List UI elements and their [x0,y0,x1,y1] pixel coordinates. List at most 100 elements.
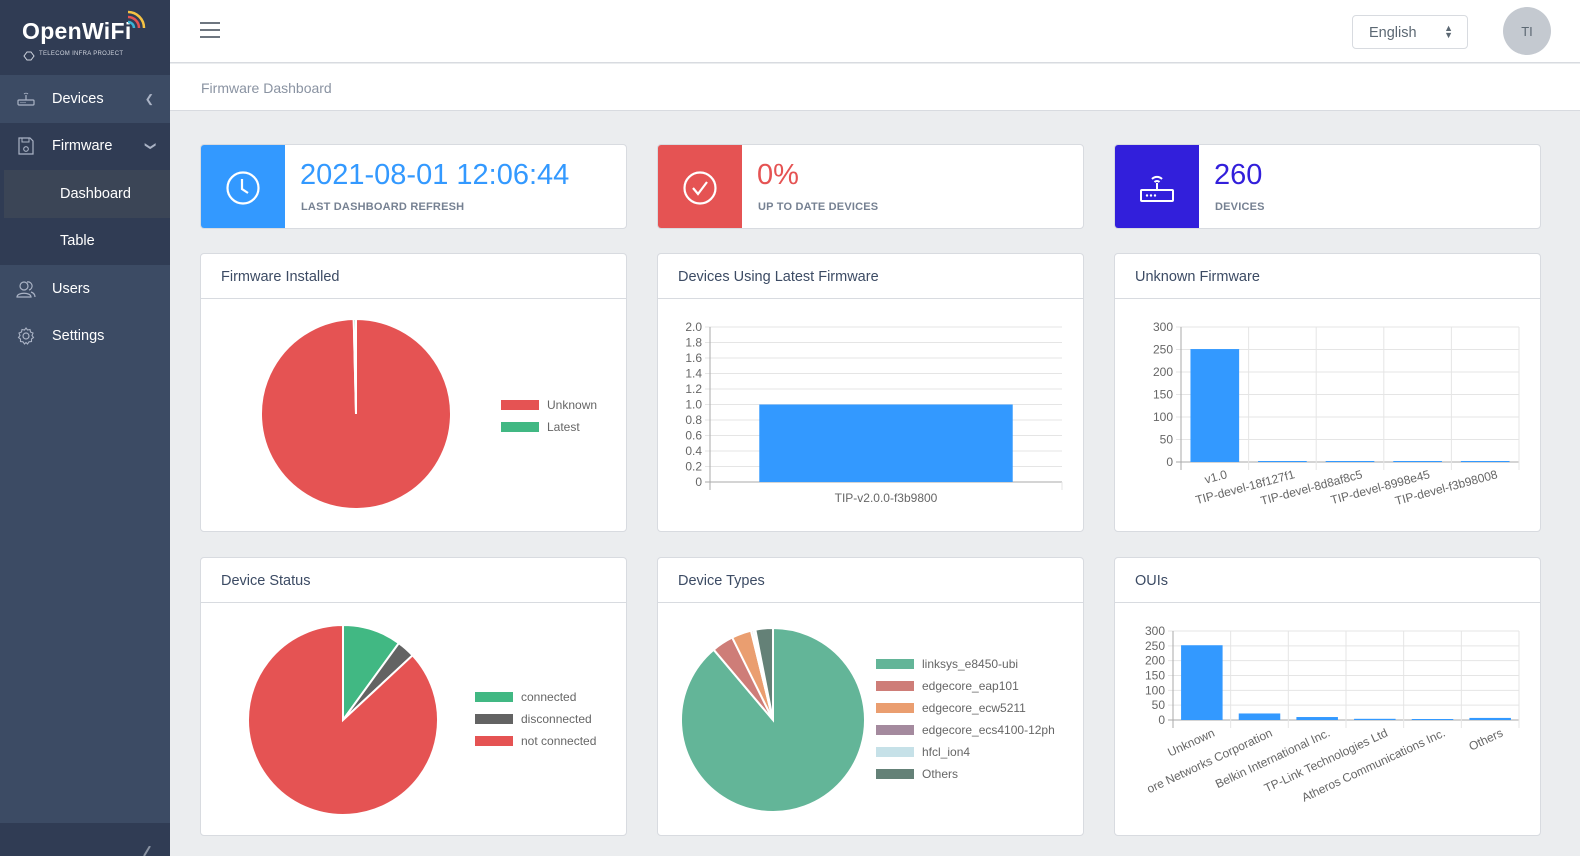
router-icon [1115,145,1199,228]
bar [1469,717,1511,720]
pie-chart [247,623,439,816]
legend-label: linksys_e8450-ubi [922,657,1019,671]
sidebar-item-dashboard[interactable]: Dashboard [4,170,170,218]
bar [1354,718,1396,720]
y-tick-label: 0 [1166,455,1173,469]
brand-tagline: TELECOM INFRA PROJECT [39,51,124,57]
menu-toggle-icon[interactable] [200,22,220,38]
bar [1393,461,1442,462]
legend-label: edgecore_ecw5211 [922,701,1026,715]
legend-item[interactable]: not connected [475,730,596,752]
sidebar-item-label: Firmware [52,138,113,155]
chart-legend: connected disconnected not connected [475,686,596,752]
x-tick-label: TIP-v2.0.0-f3b9800 [835,491,938,505]
legend-swatch [876,769,914,779]
sidebar-item-devices[interactable]: Devices ❮ [0,75,170,123]
bar [1325,461,1375,462]
bar [759,404,1013,482]
wifi-arcs-icon [127,10,146,29]
y-tick-label: 0.4 [685,444,702,458]
legend-item[interactable]: Others [876,763,1055,785]
sidebar-minimizer[interactable] [0,823,170,856]
bar [1258,461,1307,462]
legend-item[interactable]: linksys_e8450-ubi [876,653,1055,675]
widget-up-to-date: 0% UP TO DATE DEVICES [657,144,1084,229]
y-tick-label: 100 [1153,410,1173,424]
legend-swatch [501,422,539,432]
sidebar-item-label: Settings [52,328,105,345]
legend-item[interactable]: edgecore_ecs4100-12ph [876,719,1055,741]
sort-arrows-icon: ▲ ▼ [1444,23,1453,40]
bar [1190,349,1240,462]
legend-item[interactable]: Latest [501,416,597,438]
y-tick-label: 0 [1158,713,1165,727]
legend-swatch [501,400,539,410]
sidebar-item-firmware[interactable]: Firmware ❮ [0,123,170,171]
card-title: OUIs [1115,558,1540,603]
y-tick-label: 1.8 [685,336,702,350]
legend-label: connected [521,690,577,704]
y-tick-label: 150 [1145,669,1165,683]
card-firmware-installed: Firmware Installed Unknown Latest [200,253,627,532]
legend-item[interactable]: edgecore_eap101 [876,675,1055,697]
card-title: Unknown Firmware [1115,254,1540,299]
y-tick-label: 1.6 [685,351,702,365]
legend-item[interactable]: Unknown [501,394,597,416]
y-tick-label: 1.0 [685,398,702,412]
sidebar: OpenWiFi TELECOM INFRA PROJECT Devices ❮… [0,0,170,856]
legend-label: hfcl_ion4 [922,745,971,759]
y-tick-label: 250 [1153,343,1173,357]
y-tick-label: 0 [695,475,702,489]
y-tick-label: 1.2 [685,382,702,396]
sidebar-item-label: Devices [52,90,104,107]
breadcrumb: Firmware Dashboard [170,64,1580,111]
tip-logo-icon [23,51,35,61]
legend-swatch [876,681,914,691]
y-tick-label: 50 [1152,698,1166,712]
avatar[interactable]: TI [1503,7,1551,55]
language-select[interactable]: English ▲ ▼ [1352,15,1468,49]
card-device-status: Device Status connected disconnected not c… [200,557,627,836]
y-tick-label: 250 [1145,639,1165,653]
save-icon [16,136,36,156]
bar [1460,461,1510,462]
x-tick-label: Others [1467,726,1506,754]
y-tick-label: 100 [1145,683,1165,697]
legend-item[interactable]: disconnected [475,708,596,730]
chevron-left-icon: ❮ [144,93,154,106]
legend-label: Unknown [547,398,598,412]
bar-chart: 2.0 1.81.6 1.41.2 1.00.8 0.60.4 0.20 TIP-v2.0.… [685,320,1063,505]
sidebar-item-settings[interactable]: Settings [0,313,170,361]
pie-chart [260,317,452,510]
legend-swatch [475,736,513,746]
y-tick-label: 2.0 [685,320,702,334]
legend-swatch [475,714,513,724]
header: English ▲ ▼ TI [170,0,1580,63]
sidebar-group-firmware: Firmware ❮ Dashboard Table [0,122,170,266]
bar [1411,719,1454,720]
card-title: Device Status [201,558,626,603]
sidebar-item-users[interactable]: Users [0,265,170,313]
bar [1296,717,1338,720]
widget-value: 260 [1214,159,1263,191]
card-title: Devices Using Latest Firmware [658,254,1083,299]
legend-item[interactable]: connected [475,686,596,708]
widget-last-refresh: 2021-08-01 12:06:44 LAST DASHBOARD REFRE… [200,144,627,229]
x-tick-label: v1.0 [1203,467,1229,486]
avatar-initials: TI [1521,23,1533,39]
legend-item[interactable]: hfcl_ion4 [876,741,1055,763]
legend-item[interactable]: edgecore_ecw5211 [876,697,1055,719]
chart-legend: linksys_e8450-ubi edgecore_eap101 edgecore… [876,653,1055,785]
y-tick-label: 1.4 [685,367,702,381]
pie-chart [680,626,866,813]
legend-label: edgecore_ecs4100-12ph [922,723,1055,737]
brand-logo[interactable]: OpenWiFi TELECOM INFRA PROJECT [0,0,170,75]
router-icon [16,89,36,109]
y-tick-label: 150 [1153,388,1173,402]
pie-slice [680,626,866,813]
legend-swatch [876,747,914,757]
clock-icon [201,145,285,228]
sidebar-item-table[interactable]: Table [0,218,170,266]
legend-label: disconnected [521,712,592,726]
